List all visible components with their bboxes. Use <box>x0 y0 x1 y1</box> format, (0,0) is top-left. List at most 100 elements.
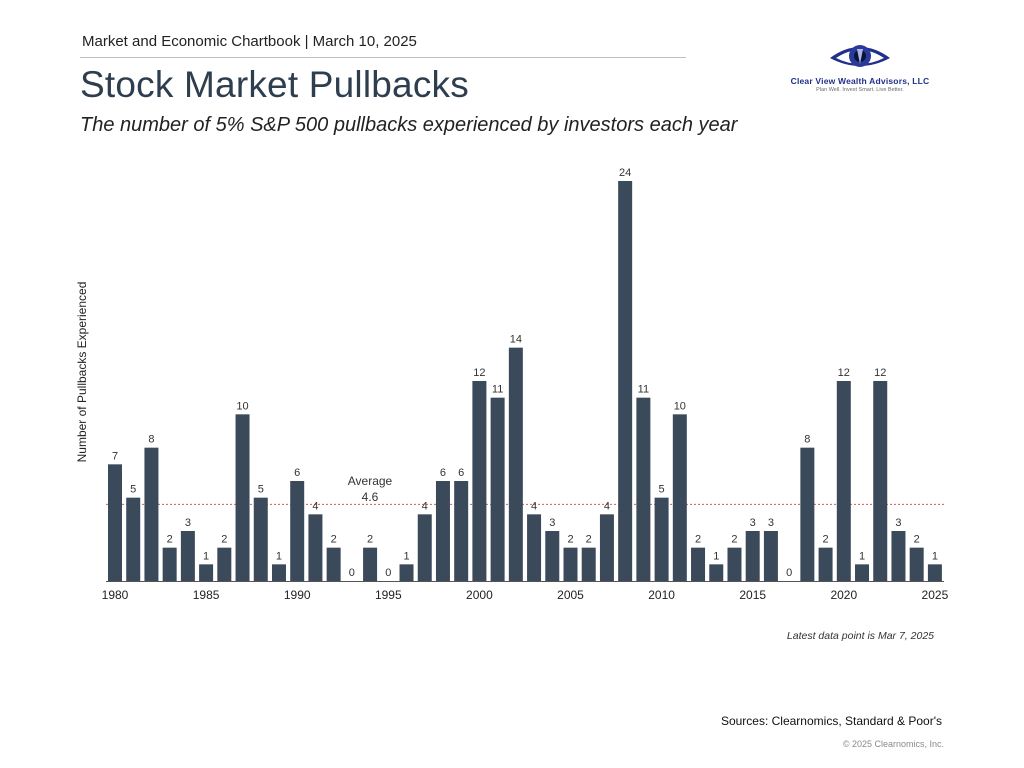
data-label: 1 <box>276 550 282 562</box>
company-logo: Clear View Wealth Advisors, LLC Plan Wel… <box>780 38 940 98</box>
logo-name: Clear View Wealth Advisors, LLC <box>790 76 930 86</box>
bar <box>763 531 778 581</box>
x-tick-label: 2020 <box>830 588 857 602</box>
data-label: 2 <box>567 534 573 546</box>
bar <box>472 381 487 581</box>
data-label: 11 <box>492 384 503 396</box>
bar <box>508 347 523 581</box>
data-label: 10 <box>236 400 248 412</box>
y-axis-label: Number of Pullbacks Experienced <box>75 282 89 463</box>
bar <box>709 564 724 581</box>
bar <box>235 414 250 581</box>
bar <box>217 547 232 581</box>
page-subtitle: The number of 5% S&P 500 pullbacks exper… <box>80 114 738 136</box>
data-label: 3 <box>750 517 756 529</box>
bar <box>909 547 924 581</box>
eye-logo-icon <box>830 45 890 67</box>
bar <box>836 381 851 581</box>
bar <box>144 447 159 581</box>
data-label: 12 <box>874 367 886 379</box>
bar <box>399 564 414 581</box>
x-tick-label: 2010 <box>648 588 675 602</box>
data-label: 24 <box>619 167 631 179</box>
chartbook-header: Market and Economic Chartbook | March 10… <box>82 33 417 50</box>
bar <box>527 514 542 581</box>
bar <box>363 547 378 581</box>
data-label: 3 <box>185 517 191 529</box>
sources-note: Sources: Clearnomics, Standard & Poor's <box>720 714 942 728</box>
bar <box>599 514 614 581</box>
data-label: 5 <box>258 484 264 496</box>
bar <box>290 481 305 581</box>
data-label: 11 <box>638 384 649 396</box>
bar <box>654 497 669 581</box>
bar <box>855 564 870 581</box>
data-label: 2 <box>586 534 592 546</box>
bar <box>636 397 651 581</box>
data-label: 2 <box>367 534 373 546</box>
data-label: 14 <box>510 334 522 346</box>
data-label: 4 <box>531 500 537 512</box>
data-label: 3 <box>768 517 774 529</box>
x-tick-label: 1995 <box>375 588 402 602</box>
data-label: 0 <box>385 567 391 579</box>
bar <box>253 497 268 581</box>
copyright-note: © 2025 Clearnomics, Inc. <box>842 739 944 749</box>
bar <box>417 514 432 581</box>
data-label: 2 <box>167 534 173 546</box>
data-label: 2 <box>221 534 227 546</box>
page-title: Stock Market Pullbacks <box>80 64 469 105</box>
data-label: 8 <box>804 434 810 446</box>
bar <box>800 447 815 581</box>
bar <box>672 414 687 581</box>
bar <box>891 531 906 581</box>
bar <box>563 547 578 581</box>
logo-tagline: Plan Well. Invest Smart. Live Better. <box>816 87 904 93</box>
bar <box>490 397 505 581</box>
bar <box>308 514 323 581</box>
bar <box>818 547 833 581</box>
bar <box>126 497 141 581</box>
data-label: 12 <box>473 367 485 379</box>
average-value: 4.6 <box>362 490 379 504</box>
header-divider <box>80 57 686 58</box>
data-label: 4 <box>604 500 610 512</box>
bar <box>691 547 706 581</box>
data-label: 6 <box>294 467 300 479</box>
bar <box>108 464 122 581</box>
data-label: 2 <box>914 534 920 546</box>
x-tick-label: 2015 <box>739 588 766 602</box>
x-tick-label: 2005 <box>557 588 584 602</box>
data-label: 8 <box>148 434 154 446</box>
data-label: 12 <box>838 367 850 379</box>
data-label: 3 <box>895 517 901 529</box>
data-label: 1 <box>859 550 865 562</box>
data-label: 4 <box>422 500 428 512</box>
bar <box>162 547 177 581</box>
bar <box>326 547 341 581</box>
x-tick-label: 2025 <box>922 588 949 602</box>
data-label: 2 <box>331 534 337 546</box>
average-label: Average <box>348 474 393 488</box>
x-tick-label: 1990 <box>284 588 311 602</box>
data-label: 1 <box>932 550 938 562</box>
bar <box>727 547 742 581</box>
bar <box>271 564 286 581</box>
data-label: 5 <box>659 484 665 496</box>
bar <box>745 531 760 581</box>
data-label: 2 <box>695 534 701 546</box>
data-label: 3 <box>549 517 555 529</box>
bar <box>873 381 888 581</box>
data-label: 7 <box>112 450 118 462</box>
x-tick-label: 1980 <box>102 588 129 602</box>
bar <box>545 531 560 581</box>
bar <box>435 481 450 581</box>
x-tick-label: 2000 <box>466 588 493 602</box>
bar <box>927 564 942 581</box>
latest-data-note: Latest data point is Mar 7, 2025 <box>786 630 934 642</box>
bar <box>581 547 596 581</box>
data-label: 2 <box>823 534 829 546</box>
bar <box>180 531 195 581</box>
data-label: 1 <box>403 550 409 562</box>
